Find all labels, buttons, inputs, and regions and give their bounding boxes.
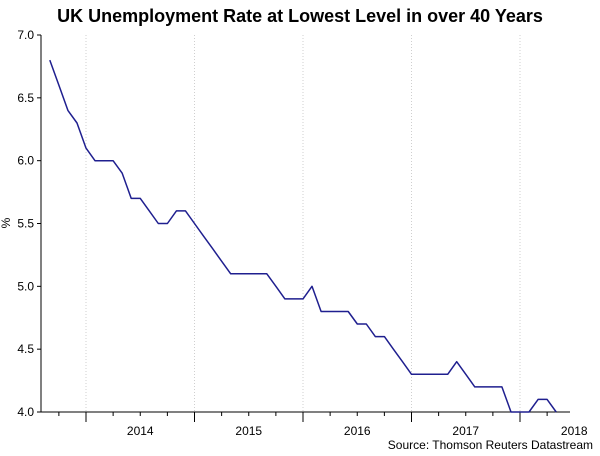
data-point — [320, 310, 323, 313]
data-point — [437, 373, 440, 376]
data-point — [293, 297, 296, 300]
data-point — [103, 159, 106, 162]
data-point — [311, 285, 314, 288]
x-tick-label: 2016 — [344, 424, 371, 438]
data-point — [446, 373, 449, 376]
y-axis-label: % — [0, 217, 13, 228]
data-point — [356, 323, 359, 326]
data-point — [57, 84, 60, 87]
data-point — [94, 159, 97, 162]
data-point — [274, 285, 277, 288]
data-point — [121, 172, 124, 175]
x-tick-label: 2017 — [452, 424, 479, 438]
y-tick-label: 7.0 — [17, 28, 34, 42]
x-tick-label: 2015 — [235, 424, 262, 438]
x-tick-label: 2014 — [127, 424, 154, 438]
data-point — [66, 109, 69, 112]
y-tick-label: 5.0 — [17, 279, 34, 293]
data-point — [112, 159, 115, 162]
data-point — [211, 247, 214, 250]
data-point — [528, 411, 531, 414]
data-point — [85, 147, 88, 150]
data-point — [374, 335, 377, 338]
data-point — [410, 373, 413, 376]
data-point — [537, 398, 540, 401]
data-point — [500, 385, 503, 388]
data-point — [365, 323, 368, 326]
data-point — [510, 411, 513, 414]
data-point — [175, 209, 178, 212]
data-point — [392, 348, 395, 351]
y-tick-label: 6.5 — [17, 91, 34, 105]
unemployment-rate-line — [49, 59, 557, 413]
data-point — [76, 122, 79, 125]
data-point — [302, 297, 305, 300]
data-point — [202, 235, 205, 238]
data-point — [455, 360, 458, 363]
y-tick-label: 5.5 — [17, 217, 34, 231]
data-point — [329, 310, 332, 313]
data-point — [229, 272, 232, 275]
data-point — [519, 411, 522, 414]
data-point — [157, 222, 160, 225]
x-axis-ticks: 2014 2015 2016 2017 2018 — [58, 412, 588, 438]
data-point — [347, 310, 350, 313]
data-point — [338, 310, 341, 313]
data-point — [256, 272, 259, 275]
data-point — [238, 272, 241, 275]
y-axis-ticks: 7.0 6.5 6.0 5.5 5.0 4.5 4.0 — [17, 28, 41, 419]
data-point — [193, 222, 196, 225]
data-point — [473, 385, 476, 388]
data-point — [184, 209, 187, 212]
data-point — [283, 297, 286, 300]
data-point — [482, 385, 485, 388]
data-point — [130, 197, 133, 200]
data-point — [555, 411, 558, 414]
data-point — [419, 373, 422, 376]
data-point — [428, 373, 431, 376]
series-layer — [48, 59, 558, 414]
data-point — [139, 197, 142, 200]
data-point — [464, 373, 467, 376]
y-tick-label: 4.5 — [17, 342, 34, 356]
y-tick-label: 4.0 — [17, 405, 34, 419]
x-tick-label: 2018 — [561, 424, 588, 438]
data-point — [546, 398, 549, 401]
data-point — [166, 222, 169, 225]
source-text: Source: Thomson Reuters Datastream — [388, 438, 593, 452]
data-point — [220, 260, 223, 263]
data-point — [265, 272, 268, 275]
data-point — [491, 385, 494, 388]
data-point — [383, 335, 386, 338]
data-point — [48, 59, 51, 62]
chart-title: UK Unemployment Rate at Lowest Level in … — [57, 6, 543, 26]
data-point — [247, 272, 250, 275]
data-point — [148, 209, 151, 212]
y-tick-label: 6.0 — [17, 154, 34, 168]
data-point — [401, 360, 404, 363]
